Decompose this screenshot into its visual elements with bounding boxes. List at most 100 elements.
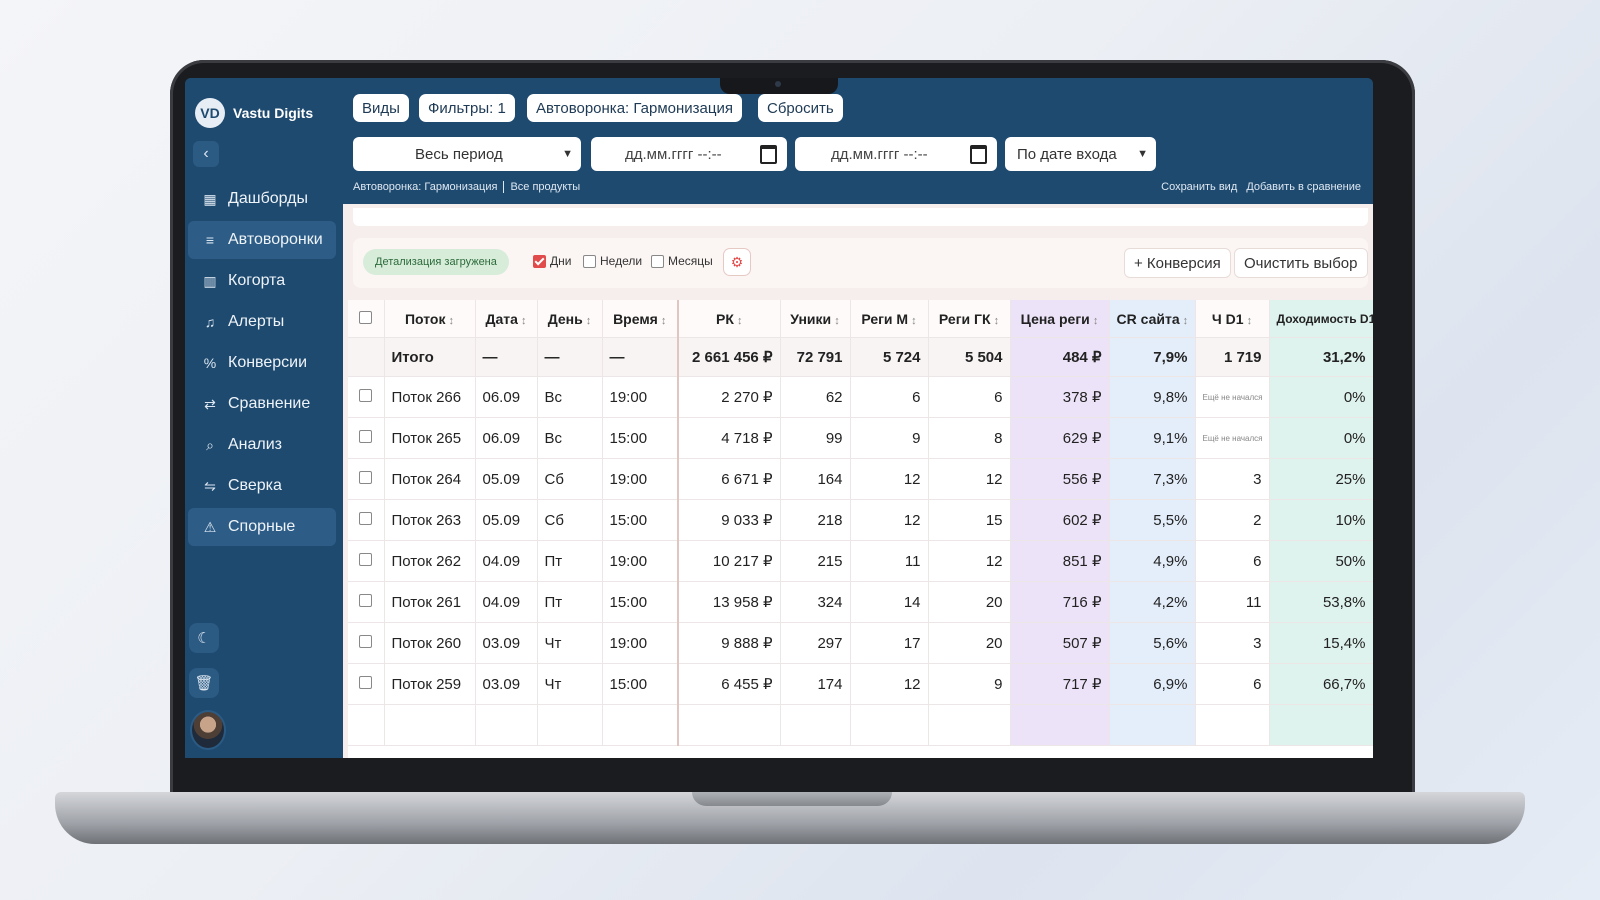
date-from-input[interactable]: дд.мм.гггг --:-- xyxy=(591,137,787,171)
months-checkbox[interactable]: Месяцы xyxy=(651,254,713,268)
views-button[interactable]: Виды xyxy=(353,94,409,122)
column-header[interactable]: Время ↕ xyxy=(602,300,679,338)
empty-cell xyxy=(1010,704,1110,746)
table-row[interactable]: Поток 266 06.09 Вс 19:00 2 270 ₽62 6 6 378 ₽9,8… xyxy=(348,376,1373,418)
empty-cell xyxy=(537,704,603,746)
brand[interactable]: VD Vastu Digits xyxy=(195,98,313,128)
table-cell: 5,6% xyxy=(1109,622,1196,664)
column-header[interactable]: CR сайта ↕ xyxy=(1109,300,1196,338)
calendar-icon[interactable] xyxy=(970,144,987,164)
collapse-sidebar-button[interactable]: ‹ xyxy=(193,141,219,167)
table-row[interactable]: Поток 259 03.09 Чт 15:00 6 455 ₽174 12 9 717 ₽6… xyxy=(348,663,1373,705)
sidebar-item-1[interactable]: ≡ Автоворонки xyxy=(188,221,336,259)
table-cell: 716 ₽ xyxy=(1010,581,1110,623)
sort-icon[interactable]: ↕ xyxy=(831,314,840,327)
weeks-checkbox[interactable]: Недели xyxy=(583,254,642,268)
table-cell: Пт xyxy=(537,540,603,582)
sort-icon[interactable]: ↕ xyxy=(1243,314,1253,327)
sort-icon[interactable]: ↕ xyxy=(1179,314,1189,327)
theme-toggle-button[interactable]: ☾ xyxy=(189,623,219,653)
column-header[interactable]: День ↕ xyxy=(537,300,603,338)
table-cell: 9 888 ₽ xyxy=(678,622,781,664)
table-cell: — xyxy=(537,337,603,377)
row-checkbox[interactable] xyxy=(359,470,373,484)
trash-button[interactable]: 🗑 xyxy=(189,668,219,698)
funnel-chip[interactable]: Автоворонка: Гармонизация xyxy=(527,94,742,122)
sidebar-item-8[interactable]: ⚠ Спорные xyxy=(188,508,336,546)
table-row[interactable]: Поток 261 04.09 Пт 15:00 13 958 ₽324 14 20 716 … xyxy=(348,581,1373,623)
row-checkbox[interactable] xyxy=(359,593,373,607)
breadcrumb-funnel[interactable]: Автоворонка: Гармонизация xyxy=(353,181,498,193)
select-all-cell xyxy=(348,300,385,338)
sort-icon[interactable]: ↕ xyxy=(733,314,743,327)
table-cell: Вс xyxy=(537,417,603,459)
add-to-compare-link[interactable]: Добавить в сравнение xyxy=(1246,181,1361,193)
add-conversion-button[interactable]: + Конверсия xyxy=(1124,248,1231,278)
checkbox[interactable] xyxy=(583,254,596,268)
sidebar-item-4[interactable]: % Конверсии xyxy=(188,344,336,382)
chevron-down-icon: ▼ xyxy=(1137,148,1148,160)
checkbox[interactable] xyxy=(651,254,664,268)
column-header[interactable]: Цена реги ↕ xyxy=(1010,300,1110,338)
sort-icon[interactable]: ↕ xyxy=(908,314,917,327)
sort-icon[interactable]: ↕ xyxy=(445,314,455,327)
filters-button[interactable]: Фильтры: 1 xyxy=(419,94,515,122)
select-all-checkbox[interactable] xyxy=(359,310,373,324)
topbar: Виды Фильтры: 1 Автоворонка: Гармонизаци… xyxy=(343,78,1373,204)
days-checkbox[interactable]: Дни xyxy=(533,254,571,268)
sidebar-item-3[interactable]: ♫ Алерты xyxy=(188,303,336,341)
column-header[interactable]: Уники ↕ xyxy=(780,300,851,338)
table-row[interactable]: Поток 264 05.09 Сб 19:00 6 671 ₽164 12 12 556 ₽… xyxy=(348,458,1373,500)
sort-icon[interactable]: ↕ xyxy=(517,314,527,327)
sidebar-item-7[interactable]: ⇋ Сверка xyxy=(188,467,336,505)
checkbox-checked[interactable] xyxy=(533,254,546,268)
table-cell: 15 xyxy=(928,499,1011,541)
row-checkbox[interactable] xyxy=(359,511,373,525)
table-row[interactable]: Поток 263 05.09 Сб 15:00 9 033 ₽218 12 15 602 ₽… xyxy=(348,499,1373,541)
row-checkbox[interactable] xyxy=(359,634,373,648)
column-header[interactable]: РК ↕ xyxy=(678,300,781,338)
row-checkbox[interactable] xyxy=(359,388,373,402)
table-cell: 03.09 xyxy=(475,622,538,664)
table-row[interactable]: Поток 265 06.09 Вс 15:00 4 718 ₽99 9 8 629 ₽9,1… xyxy=(348,417,1373,459)
clear-selection-button[interactable]: Очистить выбор xyxy=(1234,248,1368,278)
date-mode-select[interactable]: По дате входа ▼ xyxy=(1005,137,1156,171)
column-header[interactable]: Реги ГК ↕ xyxy=(928,300,1011,338)
column-header[interactable]: Ч D1 ↕ xyxy=(1195,300,1270,338)
row-checkbox[interactable] xyxy=(359,675,373,689)
calendar-icon[interactable] xyxy=(760,144,777,164)
save-view-link[interactable]: Сохранить вид xyxy=(1161,181,1238,193)
table-row[interactable]: Поток 262 04.09 Пт 19:00 10 217 ₽215 11 12 851 … xyxy=(348,540,1373,582)
column-header[interactable]: Реги М ↕ xyxy=(850,300,929,338)
sidebar-item-0[interactable]: ▦ Дашборды xyxy=(188,180,336,218)
sort-icon[interactable]: ↕ xyxy=(990,314,1000,327)
table-cell: 10 217 ₽ xyxy=(678,540,781,582)
camera-icon xyxy=(775,81,781,87)
table-cell: 4,2% xyxy=(1109,581,1196,623)
reset-button[interactable]: Сбросить xyxy=(758,94,843,122)
column-header[interactable]: Дата ↕ xyxy=(475,300,538,338)
user-avatar[interactable] xyxy=(190,710,226,750)
date-to-input[interactable]: дд.мм.гггг --:-- xyxy=(795,137,997,171)
sort-icon[interactable]: ↕ xyxy=(582,314,592,327)
sidebar-item-2[interactable]: ▥ Когорта xyxy=(188,262,336,300)
row-checkbox[interactable] xyxy=(359,429,373,443)
sidebar-item-6[interactable]: ⌕ Анализ xyxy=(188,426,336,464)
table-row[interactable]: Поток 260 03.09 Чт 19:00 9 888 ₽297 17 20 507 ₽… xyxy=(348,622,1373,664)
sort-icon[interactable]: ↕ xyxy=(1089,314,1099,327)
table-cell: 602 ₽ xyxy=(1010,499,1110,541)
column-header[interactable]: Доходимость D1 xyxy=(1269,300,1373,338)
sidebar-item-5[interactable]: ⇄ Сравнение xyxy=(188,385,336,423)
table-cell: 72 791 xyxy=(780,337,851,377)
period-select[interactable]: Весь период ▼ xyxy=(353,137,581,171)
column-header[interactable]: Поток ↕ xyxy=(384,300,476,338)
empty-cell xyxy=(928,704,1011,746)
date-to-placeholder: дд.мм.гггг --:-- xyxy=(831,145,928,163)
row-checkbox[interactable] xyxy=(359,552,373,566)
settings-button[interactable]: ⚙ xyxy=(723,248,751,276)
table-cell: Поток 262 xyxy=(384,540,476,582)
laptop-screen: VD Vastu Digits ‹ ▦ Дашборды ≡ Автоворонки ▥… xyxy=(185,78,1373,758)
row-select-cell xyxy=(348,376,385,418)
sort-icon[interactable]: ↕ xyxy=(657,314,667,327)
breadcrumb-products[interactable]: Все продукты xyxy=(510,181,581,193)
